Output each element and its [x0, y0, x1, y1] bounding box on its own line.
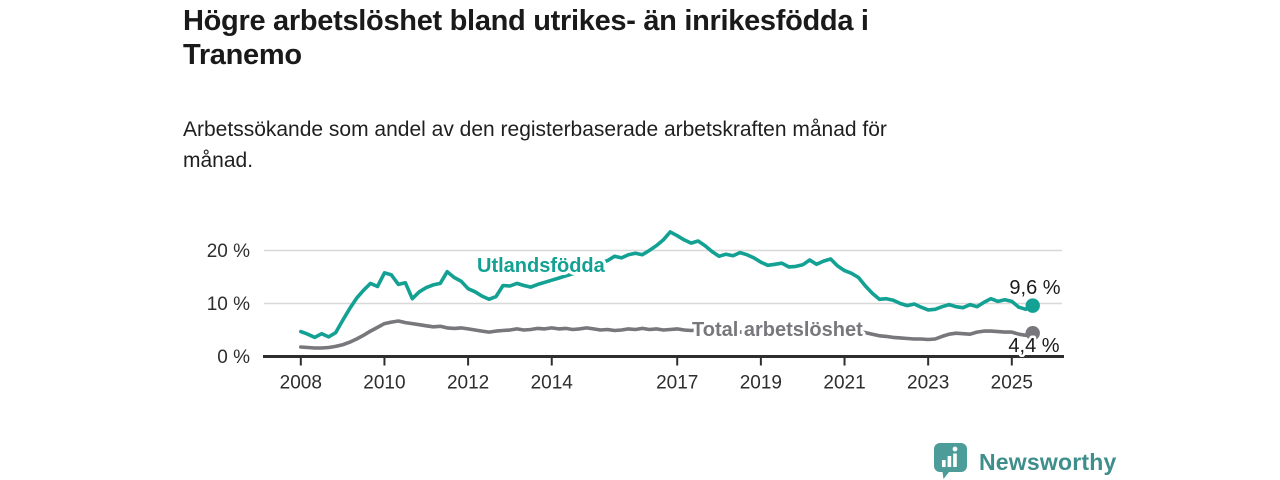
- x-tick-label: 2014: [531, 373, 574, 394]
- x-tick-label: 2010: [363, 373, 405, 394]
- series-line-total: [298, 319, 1035, 350]
- page-title-line1: Högre arbetslöshet bland utrikes- än inr…: [183, 5, 869, 37]
- x-tick-label: 2021: [823, 373, 865, 394]
- series-end-dot: [1025, 298, 1040, 313]
- y-tick-label: 10 %: [207, 294, 250, 315]
- series-label: Utlandsfödda: [477, 255, 606, 277]
- chart-subtitle-line1: Arbetssökande som andel av den registerb…: [183, 118, 887, 141]
- x-tick-label: 2019: [740, 373, 782, 394]
- newsworthy-logo-icon: [934, 443, 967, 479]
- series-label: Total arbetslöshet: [692, 319, 863, 341]
- y-tick-label: 0 %: [217, 347, 250, 368]
- newsworthy-logo[interactable]: Newsworthy: [933, 442, 1116, 480]
- bar-chart-icon: [942, 446, 958, 467]
- page-title-line2: Tranemo: [183, 39, 302, 71]
- x-tick-label: 2025: [991, 373, 1033, 394]
- page-title: Högre arbetslöshet bland utrikes- än inr…: [183, 4, 1043, 72]
- x-tick-label: 2008: [280, 373, 322, 394]
- series-end-value: 4,4 %: [1008, 335, 1059, 357]
- x-tick-label: 2017: [656, 373, 698, 394]
- x-tick-label: 2012: [447, 373, 489, 394]
- series-end-value: 9,6 %: [1009, 277, 1060, 299]
- series-end-dot: [1025, 325, 1040, 341]
- y-tick-label: 20 %: [207, 241, 250, 262]
- series-line-utlandsfodda: [298, 230, 1035, 340]
- chart-subtitle: Arbetssökande som andel av den registerb…: [183, 114, 1043, 176]
- chart-subtitle-line2: månad.: [183, 149, 254, 172]
- x-tick-label: 2023: [907, 373, 949, 394]
- newsworthy-wordmark: Newsworthy: [979, 448, 1117, 475]
